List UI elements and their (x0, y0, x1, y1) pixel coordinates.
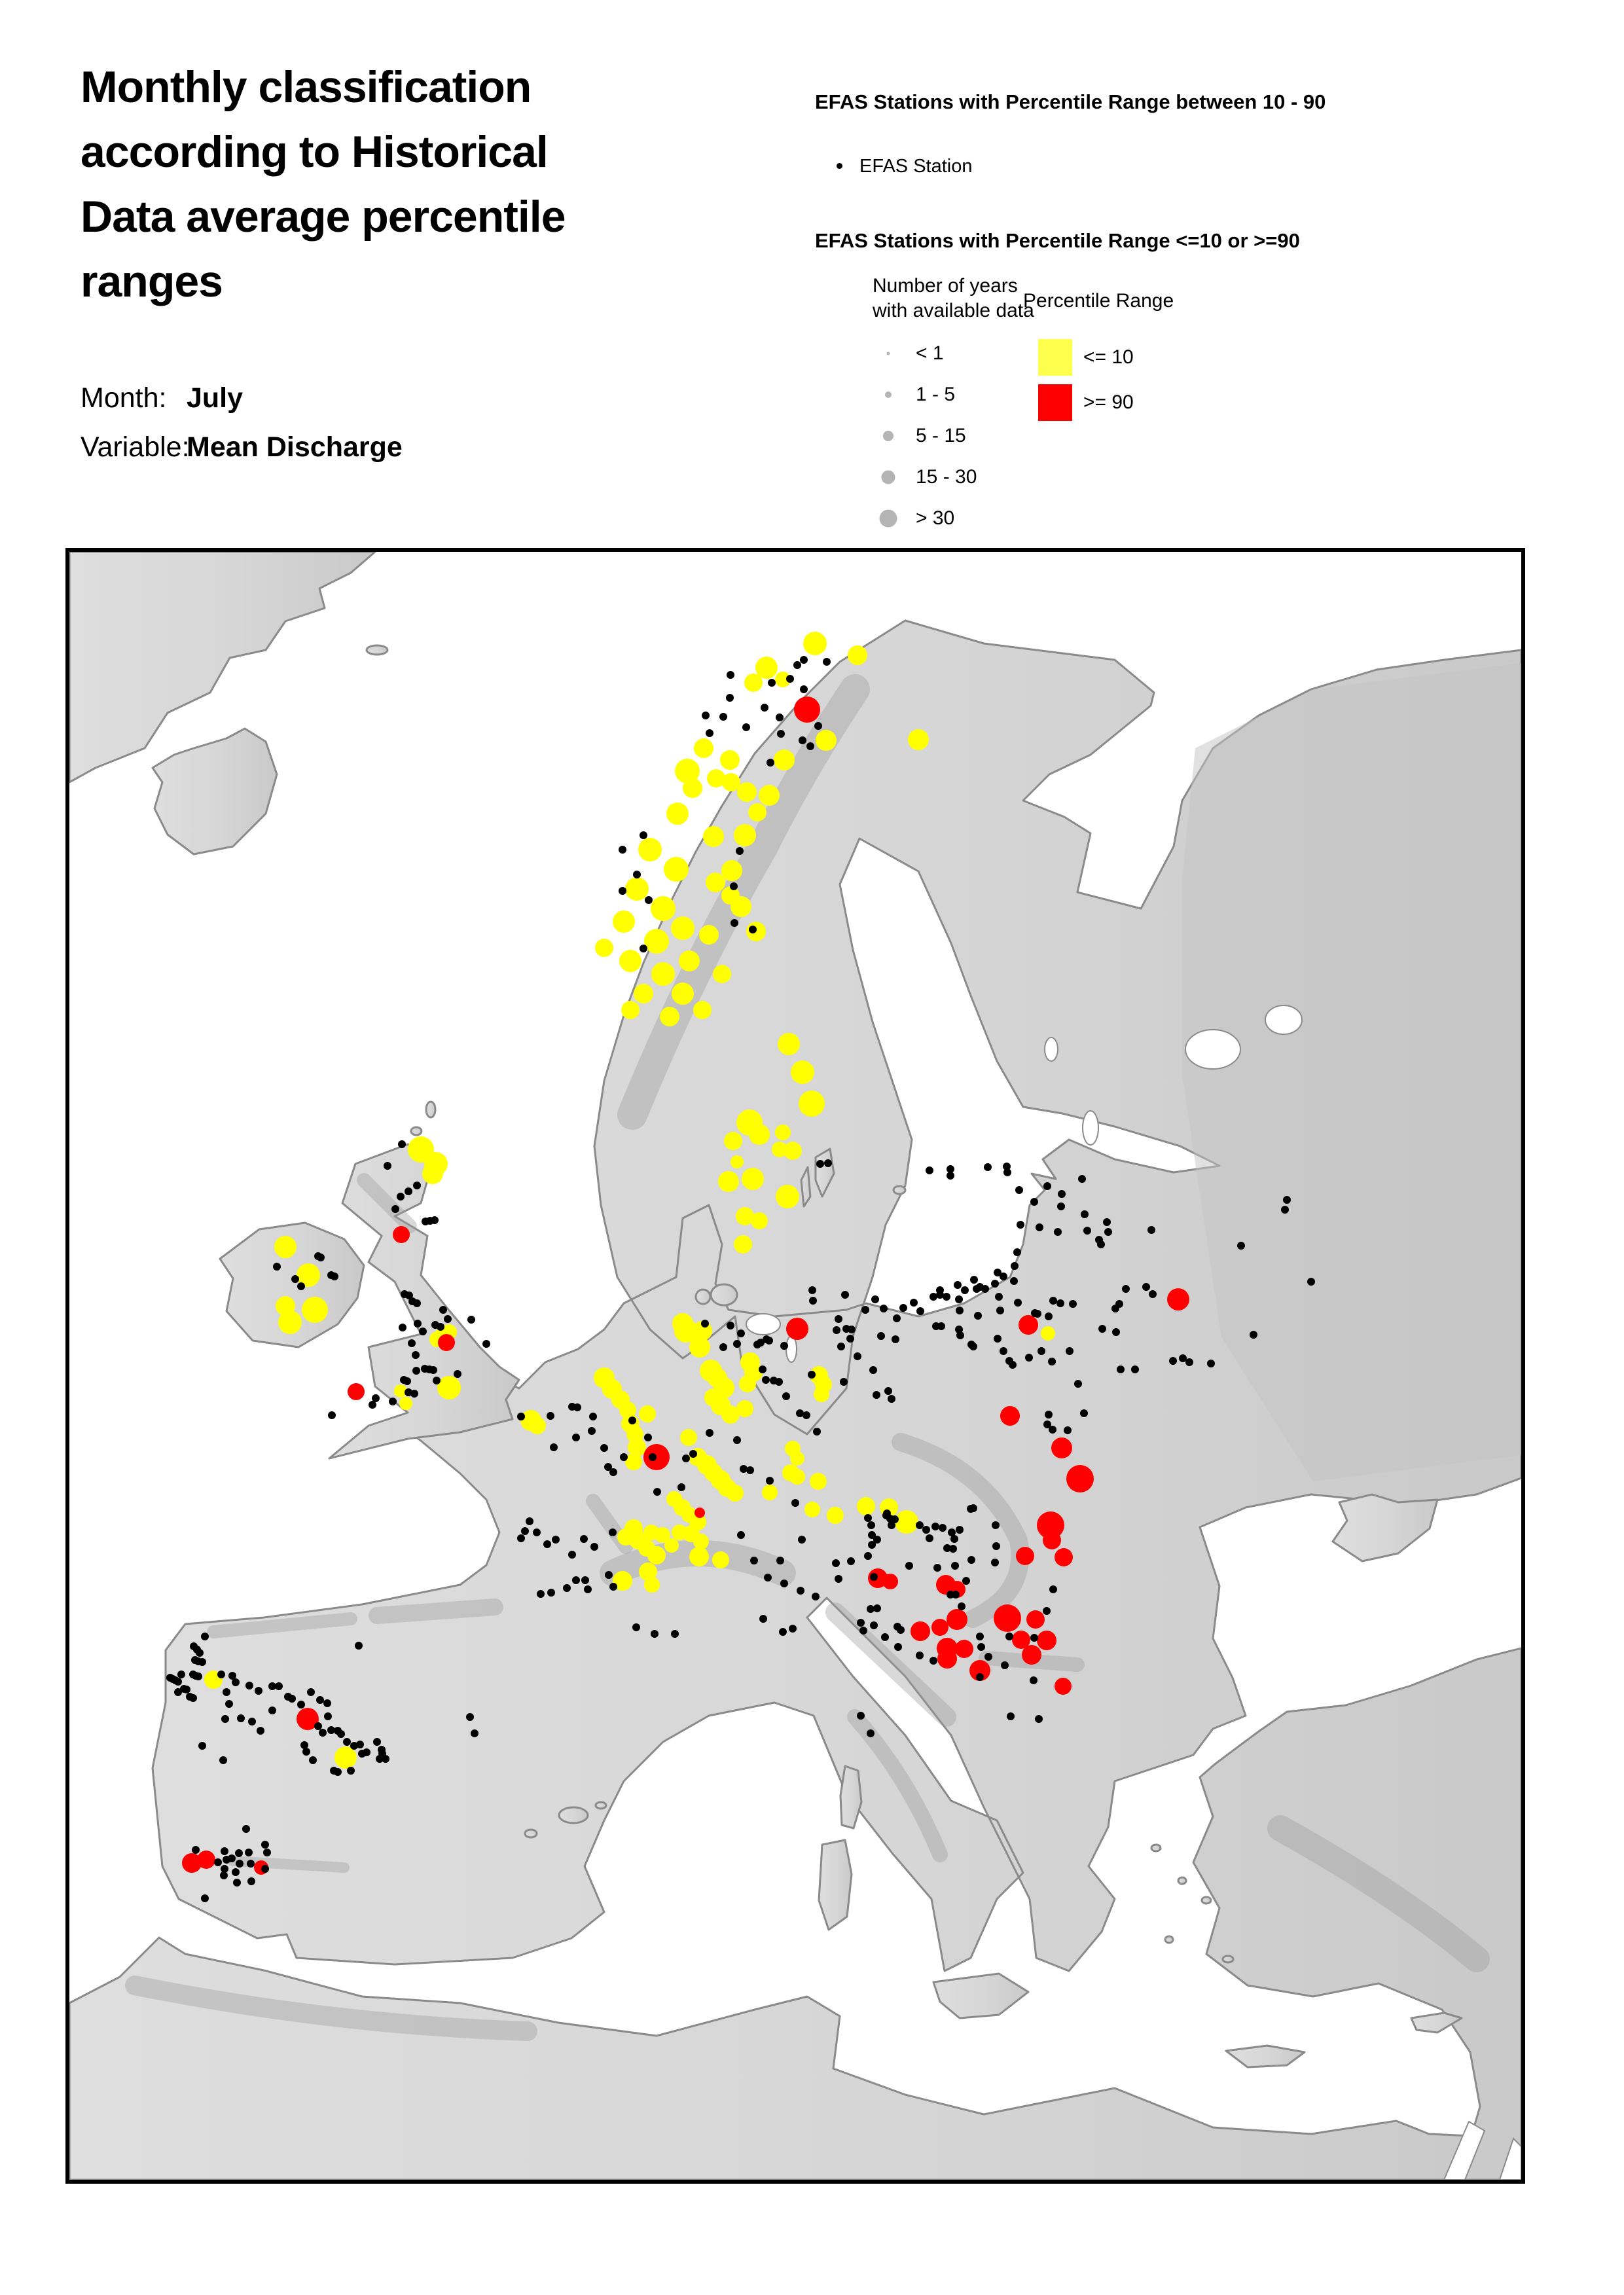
aegean-island (1221, 1955, 1235, 1964)
month-row: Month: July (81, 382, 243, 414)
years-legend-title: Number of years with available data (873, 275, 1034, 321)
year-size-icon (881, 470, 895, 484)
russia-shading (1182, 663, 1521, 1481)
legend-mid-item: EFAS Station (837, 156, 973, 177)
oland (800, 1166, 812, 1208)
aegean-island (1164, 1935, 1174, 1944)
year-size-icon (886, 352, 890, 355)
percentile-legend-rows: <= 10 >= 90 (1038, 339, 1134, 429)
variable-row: Variable:Mean Discharge (81, 431, 403, 463)
gulf-of-aqaba (1498, 2137, 1521, 2180)
aegean-island (1177, 1876, 1187, 1885)
landmasses (69, 552, 1521, 2180)
lake-ladoga (1185, 1029, 1241, 1070)
percentile-swatch (1038, 339, 1072, 376)
jan-mayen (365, 644, 389, 656)
ibiza (524, 1828, 538, 1839)
month-value: July (187, 382, 244, 414)
years-legend-row: < 1 (875, 333, 977, 374)
cyprus (1410, 2012, 1463, 2034)
greenland (69, 552, 376, 784)
orkney (410, 1126, 423, 1136)
year-size-icon (885, 391, 892, 398)
year-size-label: 1 - 5 (916, 383, 956, 405)
lake-saimaa (1044, 1037, 1058, 1062)
variable-label: Variable: (81, 431, 190, 463)
iceland (151, 727, 278, 856)
years-legend-row: 1 - 5 (875, 374, 977, 415)
year-size-icon (879, 509, 897, 527)
percentile-legend-row: >= 90 (1038, 384, 1134, 421)
years-legend-row: > 30 (875, 497, 977, 539)
crimea (1331, 1493, 1439, 1563)
anatolia-africa (69, 1647, 1521, 2180)
years-legend-row: 15 - 30 (875, 456, 977, 497)
percentile-legend-row: <= 10 (1038, 339, 1134, 376)
legend-extreme-header: EFAS Stations with Percentile Range <=10… (815, 229, 1300, 252)
shetland (425, 1100, 437, 1119)
lake-onega (1265, 1005, 1303, 1035)
zealand (710, 1283, 738, 1307)
year-size-dot (885, 391, 892, 398)
sicily (932, 1972, 1030, 2019)
lake-peipus (1082, 1110, 1099, 1146)
percentile-label: <= 10 (1083, 346, 1134, 368)
europe-map-svg (69, 552, 1521, 2180)
legend-mid-header: EFAS Stations with Percentile Range betw… (815, 90, 1326, 113)
station-item-label: EFAS Station (859, 156, 973, 177)
continent (151, 619, 1521, 1972)
year-size-label: 5 - 15 (916, 424, 966, 446)
station-dot-icon (837, 162, 842, 169)
years-legend-rows: < 1 1 - 5 5 - 15 15 - 30 > 30 (875, 333, 977, 539)
percentile-legend-title: Percentile Range (1023, 290, 1174, 312)
year-size-dot (883, 430, 893, 441)
year-size-label: < 1 (916, 342, 944, 364)
year-size-label: > 30 (916, 507, 955, 529)
crete (1225, 2044, 1306, 2069)
year-size-label: 15 - 30 (916, 465, 977, 488)
year-size-dot (886, 352, 890, 355)
menorca (594, 1801, 607, 1810)
percentile-swatch (1038, 384, 1072, 421)
europe-map (65, 548, 1525, 2184)
aegean-island (1200, 1896, 1212, 1905)
year-size-dot (881, 470, 895, 484)
page-title: Monthly classification according to Hist… (81, 62, 566, 306)
lake-vattern (785, 1335, 797, 1363)
ireland (219, 1221, 365, 1348)
low-percentile-layer (204, 632, 1055, 1769)
aegean-island (1150, 1843, 1162, 1852)
corsica (839, 1765, 863, 1830)
lakes (746, 1005, 1521, 2180)
years-legend-row: 5 - 15 (875, 415, 977, 456)
high-percentile-layer (182, 696, 1189, 1875)
gulf-of-suez (1443, 2120, 1486, 2180)
station-dots-layer (166, 656, 1315, 1902)
aland (892, 1185, 907, 1195)
month-label: Month: (81, 382, 167, 414)
year-size-dot (879, 509, 897, 527)
year-size-icon (883, 430, 893, 441)
mallorca (558, 1806, 589, 1824)
variable-value: Mean Discharge (187, 431, 403, 463)
great-britain (328, 1143, 520, 1460)
sardinia (818, 1839, 853, 1931)
lake-vanern (746, 1313, 781, 1335)
percentile-label: >= 90 (1083, 391, 1134, 413)
funen (695, 1288, 712, 1305)
